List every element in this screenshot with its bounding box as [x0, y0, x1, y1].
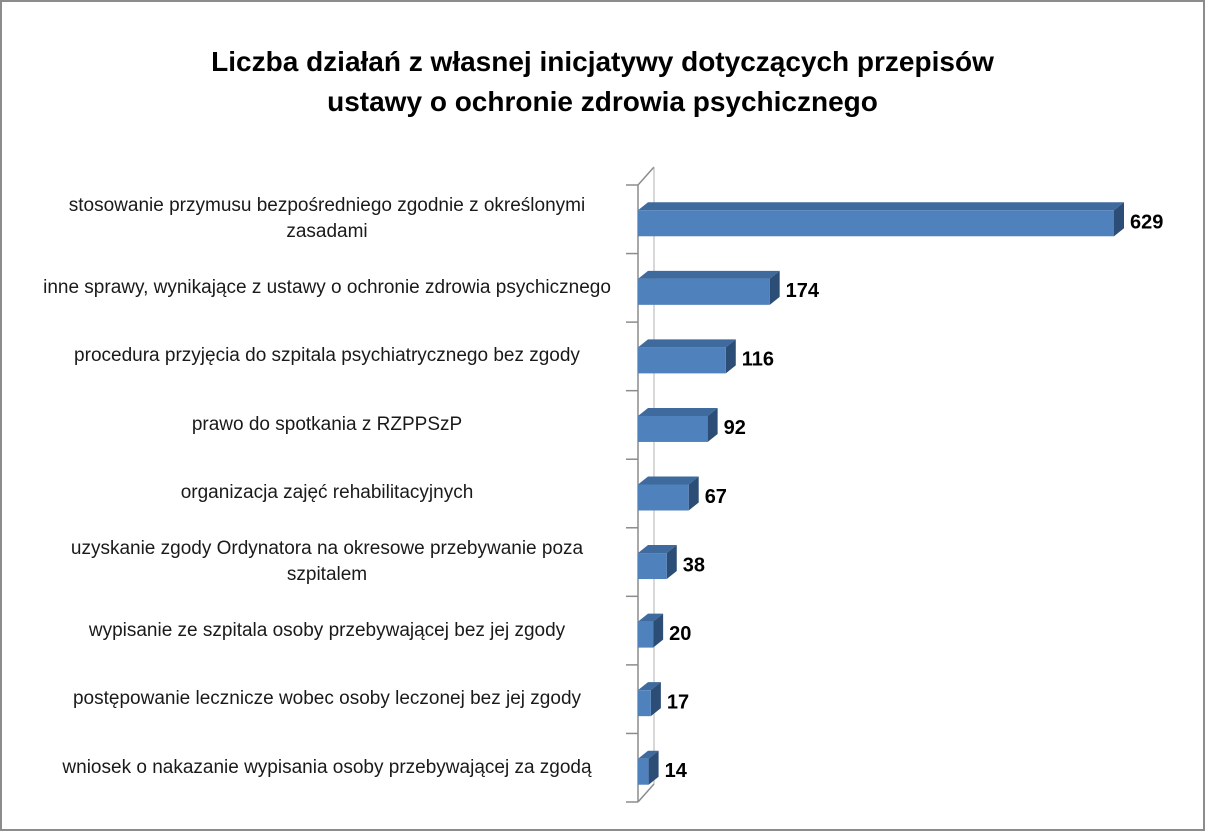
data-label: 14	[665, 760, 688, 782]
category-label: organizacja zajęć rehabilitacyjnych	[180, 482, 474, 504]
category-label: inne sprawy, wynikające z ustawy o ochro…	[43, 276, 611, 298]
data-label: 629	[1130, 212, 1163, 234]
data-label: 116	[742, 349, 774, 371]
bar-side	[707, 407, 718, 442]
bar-top	[638, 682, 661, 691]
data-label: 92	[724, 417, 746, 439]
category-label: prawo do spotkania z RZPPSzP	[191, 413, 463, 435]
bar-top	[638, 476, 699, 485]
category-label: procedura przyjęcia do szpitala psychiat…	[74, 345, 580, 367]
bar	[638, 758, 649, 785]
bar	[638, 210, 1114, 237]
bar-side	[666, 545, 677, 580]
bar-side	[653, 613, 664, 648]
data-label: 17	[667, 691, 689, 713]
bar-top	[638, 545, 677, 554]
bar-top	[638, 613, 664, 622]
category-label: uzyskanie zgody Ordynatora na okresowe p…	[70, 538, 584, 586]
category-label: stosowanie przymusu bezpośredniego zgodn…	[68, 195, 586, 243]
bar-side	[650, 682, 661, 717]
bar	[638, 347, 726, 374]
bar-top	[638, 407, 718, 416]
bar-top	[638, 750, 659, 759]
bar	[638, 553, 667, 580]
data-label: 67	[705, 486, 727, 508]
bar	[638, 415, 708, 442]
bar-top	[638, 339, 736, 348]
bar-top	[638, 270, 780, 279]
bar-side	[725, 339, 736, 374]
bar-top	[638, 202, 1124, 211]
bar-side	[769, 270, 780, 305]
data-label: 174	[786, 280, 820, 302]
bar	[638, 484, 689, 511]
data-label: 20	[669, 623, 691, 645]
bar-side	[688, 476, 699, 511]
bar-side	[648, 750, 659, 785]
bar-side	[1114, 202, 1124, 237]
category-label: wniosek o nakazanie wypisania osoby prze…	[62, 756, 592, 778]
data-label: 38	[683, 554, 705, 576]
category-label: postępowanie lecznicze wobec osoby leczo…	[72, 688, 582, 710]
chart-title: Liczba działań z własnej inicjatywy doty…	[211, 46, 994, 117]
bar	[638, 278, 770, 305]
bar	[638, 621, 654, 648]
category-label: wypisanie ze szpitala osoby przebywające…	[88, 619, 566, 641]
axis-floor	[637, 783, 655, 803]
bar	[638, 690, 651, 717]
